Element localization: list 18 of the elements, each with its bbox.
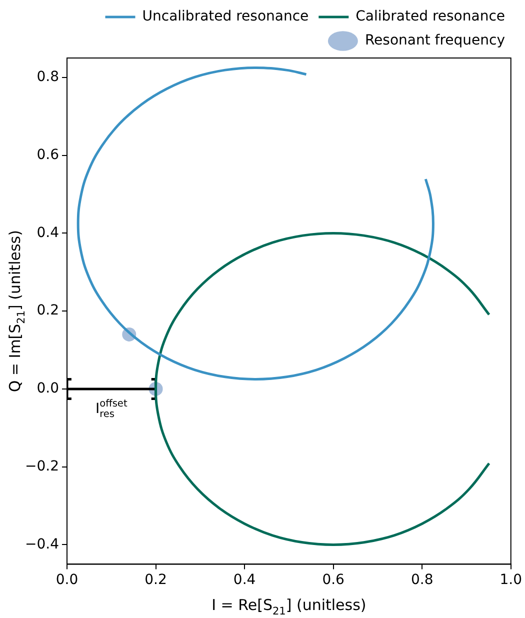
y-tick-label: 0.6 <box>36 146 60 163</box>
y-axis-title: Q = Im[S21] (unitless) <box>6 230 28 392</box>
line-series <box>76 66 434 380</box>
y-tick-label: 0.0 <box>36 380 59 397</box>
legend-label: Calibrated resonance <box>356 8 506 25</box>
legend-label: Uncalibrated resonance <box>142 8 309 25</box>
x-tick-label: 0.8 <box>410 572 434 588</box>
y-tick-label: −0.4 <box>24 536 60 552</box>
x-tick-label: 0.0 <box>56 572 78 588</box>
y-tick-label: 0.8 <box>36 69 59 86</box>
y-tick-label: 0.4 <box>36 224 60 241</box>
y-tick-label: 0.2 <box>36 302 59 319</box>
x-tick-label: 0.4 <box>233 572 256 588</box>
y-tick-label: −0.2 <box>24 458 59 474</box>
legend-label: Resonant frequency <box>364 32 506 49</box>
x-tick-label: 0.6 <box>322 572 345 588</box>
x-tick-label: 0.2 <box>144 572 167 588</box>
x-tick-label: 1.0 <box>500 572 522 588</box>
